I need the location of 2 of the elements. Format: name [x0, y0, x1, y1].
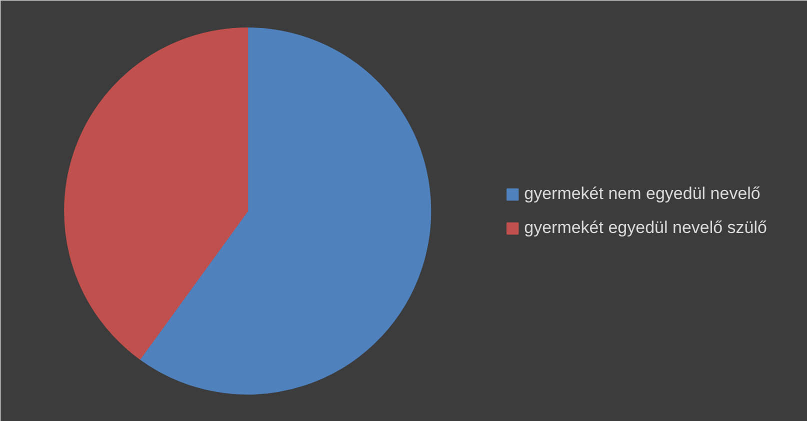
legend-label: gyermekét nem egyedül nevelő	[524, 184, 760, 204]
legend-label: gyermekét egyedül nevelő szülő	[524, 218, 767, 238]
